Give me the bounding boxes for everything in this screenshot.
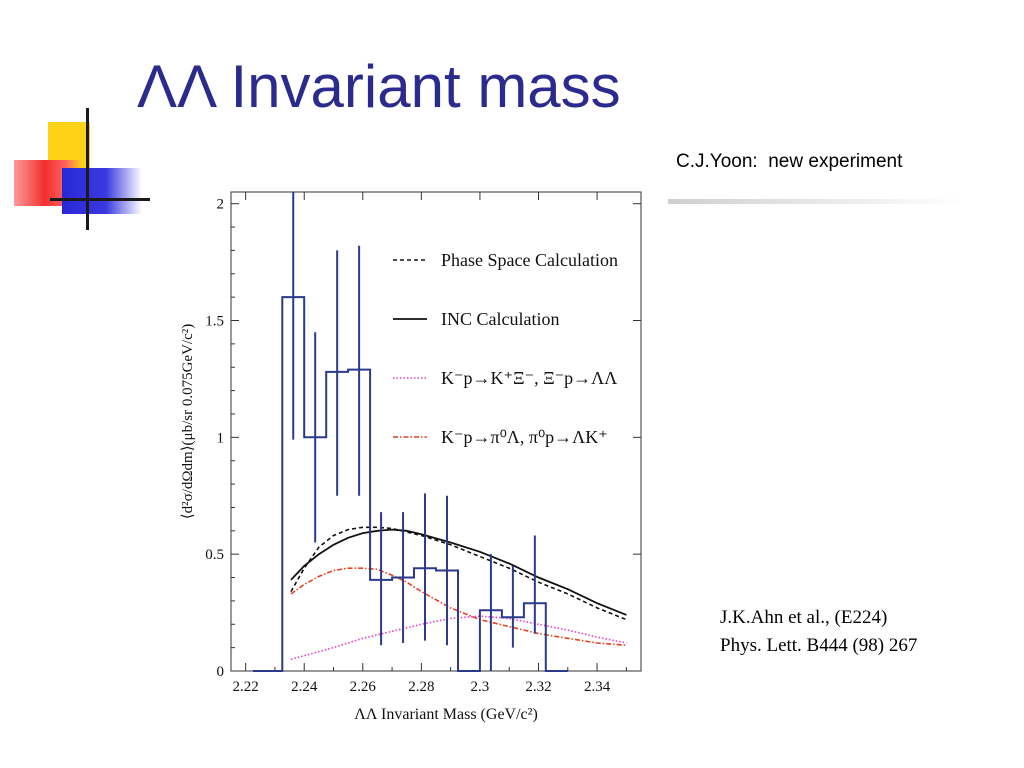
slide-subtitle: C.J.Yoon: new experiment (676, 151, 903, 172)
y-tick-label: 0.5 (205, 547, 224, 563)
x-axis-label: ΛΛ Invariant Mass (GeV/c²) (354, 706, 538, 723)
legend-label-1: Phase Space Calculation (441, 250, 618, 270)
legend-label-3: K⁻p→K⁺Ξ⁻, Ξ⁻p→ΛΛ (441, 368, 617, 388)
logo-horizontal-line (50, 198, 150, 201)
chart-axes: 2.22 2.24 2.26 2.28 2.3 2.32 2.34 0 0.5 1 1.5 2 ΛΛ I… (180, 191, 642, 723)
legend-label-2: INC Calculation (441, 309, 559, 329)
y-axis-label: ⟨d²σ/dΩdm⟩(μb/sr 0.075GeV/c²) (180, 324, 196, 519)
slide-title: ΛΛ Invariant mass (137, 53, 621, 120)
series-line-2 (290, 528, 627, 616)
x-tick-label: 2.26 (350, 679, 377, 695)
x-tick-label: 2.32 (525, 679, 551, 695)
series-line-4 (290, 567, 627, 647)
logo-vertical-line (86, 108, 89, 230)
legend-label-4: K⁻p→π⁰Λ, π⁰p→ΛK⁺ (441, 427, 608, 447)
reference-line-2: Phys. Lett. B444 (98) 267 (720, 635, 918, 656)
logo-blue-square (62, 168, 142, 214)
x-tick-label: 2.22 (233, 679, 259, 695)
chart-legend: Phase Space Calculation INC Calculation K⁻… (393, 250, 618, 447)
chart-curves (290, 526, 627, 661)
plot-frame (230, 191, 642, 672)
y-tick-label: 2 (217, 197, 225, 213)
reference-line-1: J.K.Ahn et al., (E224) (720, 607, 888, 628)
series-line-1 (290, 526, 627, 621)
reference-citation: J.K.Ahn et al., (E224) Phys. Lett. B444 … (720, 604, 917, 660)
chart-histogram (253, 192, 568, 672)
y-tick-label: 0 (217, 664, 225, 680)
header-rule (668, 199, 964, 204)
x-tick-label: 2.3 (471, 679, 490, 695)
series-line-3 (290, 615, 627, 661)
y-tick-label: 1.5 (205, 314, 224, 330)
data-histogram (253, 296, 568, 672)
colored-squares-logo-icon (10, 108, 160, 233)
x-tick-label: 2.28 (408, 679, 434, 695)
x-tick-label: 2.24 (291, 679, 318, 695)
y-tick-label: 1 (217, 430, 225, 446)
x-tick-label: 2.34 (584, 679, 611, 695)
